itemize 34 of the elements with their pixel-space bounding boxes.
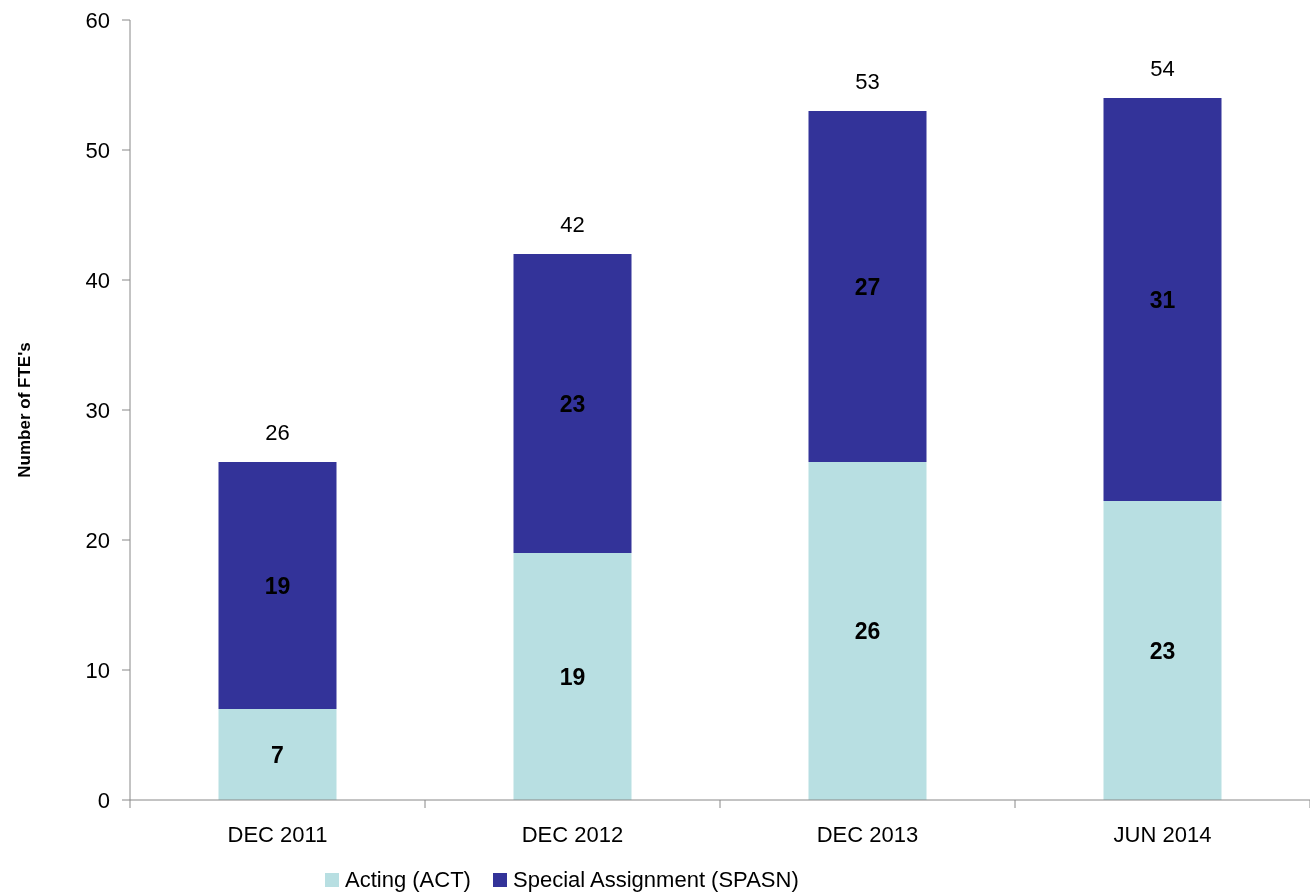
total-label: 53 (855, 69, 880, 94)
y-axis-title: Number of FTE's (15, 342, 34, 478)
total-label: 54 (1150, 56, 1175, 81)
data-label: 31 (1149, 286, 1176, 313)
data-label: 7 (271, 741, 284, 768)
bar (218, 709, 337, 800)
y-tick-label: 60 (85, 8, 110, 33)
y-tick-label: 50 (85, 138, 110, 163)
legend-label: Special Assignment (SPASN) (513, 867, 799, 892)
y-tick-label: 10 (85, 658, 110, 683)
x-tick-label: DEC 2012 (521, 822, 624, 847)
x-tick-label: DEC 2013 (816, 822, 919, 847)
y-tick-label: 30 (85, 398, 110, 423)
data-label: 26 (854, 618, 881, 644)
y-tick-label: 40 (85, 268, 110, 293)
bar (808, 462, 927, 800)
data-label: 19 (264, 572, 291, 599)
data-label: 23 (1149, 637, 1176, 664)
y-tick-label: 20 (85, 528, 110, 553)
bar (513, 254, 632, 553)
total-label: 42 (560, 212, 585, 237)
data-label: 27 (854, 273, 881, 300)
total-label: 26 (265, 420, 290, 445)
data-label: 23 (559, 390, 586, 417)
bar (808, 111, 927, 462)
data-label: 19 (559, 663, 586, 690)
x-tick-label: JUN 2014 (1113, 822, 1212, 847)
bar (1103, 501, 1222, 800)
bar (218, 462, 337, 709)
legend-label: Acting (ACT) (345, 867, 471, 892)
bar (513, 553, 632, 800)
bar (1103, 98, 1222, 501)
x-tick-label: DEC 2011 (227, 822, 328, 847)
y-tick-label: 0 (97, 788, 110, 813)
